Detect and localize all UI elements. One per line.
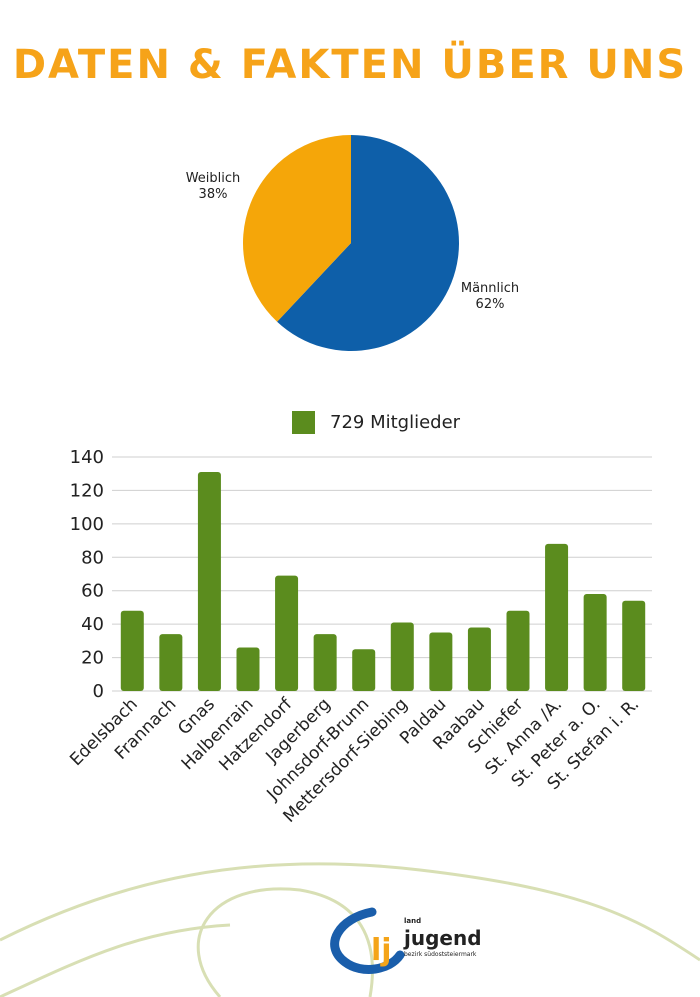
decor-swoosh-left (0, 923, 231, 997)
bar (313, 634, 337, 691)
logo-main-text: jugend (403, 926, 482, 950)
y-tick-label: 100 (70, 514, 104, 535)
logo-mark: lj (371, 933, 392, 968)
decor-swoosh (0, 862, 700, 962)
y-tick-label: 140 (70, 447, 104, 468)
logo-sub-text: bezirk südoststeiermark (404, 951, 477, 958)
bar (622, 600, 646, 691)
y-tick-label: 20 (81, 648, 104, 669)
logo-swoosh (330, 907, 405, 974)
bar (236, 647, 260, 691)
bar (197, 472, 221, 691)
pie-label-weiblich: Weiblich (186, 171, 241, 186)
bar (545, 543, 569, 691)
pie-label-männlich: Männlich (461, 281, 519, 296)
pie-percent-männlich: 62% (476, 297, 505, 312)
pie-slice-weiblich (243, 135, 351, 322)
bar (352, 649, 376, 691)
bar (467, 627, 491, 691)
bar (120, 610, 144, 691)
y-tick-label: 40 (81, 614, 104, 635)
y-tick-label: 0 (93, 681, 104, 702)
legend-swatch (292, 411, 315, 434)
bar (275, 575, 299, 691)
logo-top-text: land (404, 917, 421, 925)
y-tick-label: 60 (81, 581, 104, 602)
landjugend-logo: lj land jugend bezirk südoststeiermark (330, 907, 482, 974)
bar (390, 622, 414, 691)
bar (506, 610, 530, 691)
bar (429, 632, 453, 691)
pie-percent-weiblich: 38% (199, 187, 228, 202)
decor-loop (196, 887, 374, 997)
y-tick-label: 120 (70, 480, 104, 501)
pie-slice-männlich (277, 135, 459, 351)
bar (583, 594, 607, 691)
legend-label: 729 Mitglieder (330, 412, 461, 433)
page-title: DATEN & FAKTEN ÜBER UNS (12, 42, 688, 88)
bar (159, 634, 183, 691)
y-tick-label: 80 (81, 547, 104, 568)
members-bar-chart: 729 Mitglieder020406080100120140Edelsbac… (66, 411, 652, 827)
